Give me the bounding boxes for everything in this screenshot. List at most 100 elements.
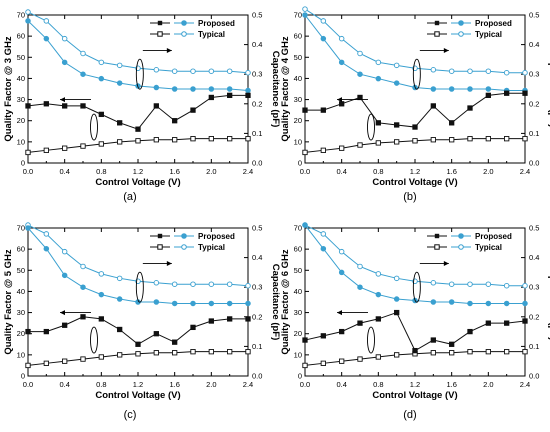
q-proposed-point bbox=[320, 333, 326, 339]
legend-c-typical-marker bbox=[458, 31, 464, 37]
q-typical-point bbox=[522, 136, 528, 142]
y-left-tick-label: 70 bbox=[294, 224, 302, 233]
x-tick-label: 2.4 bbox=[520, 167, 530, 176]
capacitance-proposed-point bbox=[98, 291, 105, 298]
legend-q-typical-marker bbox=[434, 244, 440, 250]
y-left-tick-label: 0 bbox=[21, 372, 25, 381]
x-tick-label: 1.6 bbox=[169, 380, 179, 389]
x-tick-label: 1.6 bbox=[169, 167, 179, 176]
y-right-tick-label: 0.4 bbox=[529, 40, 539, 49]
y-right-axis-label: Capacitance (pF) bbox=[547, 51, 550, 128]
capacitance-proposed-point bbox=[226, 300, 233, 307]
capacitance-proposed-point bbox=[116, 296, 123, 302]
capacitance-typical-point bbox=[245, 282, 251, 289]
q-typical-point bbox=[227, 136, 233, 142]
q-proposed-point bbox=[135, 126, 141, 132]
x-tick-label: 0.4 bbox=[59, 167, 69, 176]
legend-typical-label: Typical bbox=[198, 243, 225, 252]
y-left-tick-label: 50 bbox=[17, 53, 25, 62]
q-typical-point bbox=[485, 349, 491, 355]
capacitance-proposed-point bbox=[430, 86, 437, 92]
q-proposed-point bbox=[339, 101, 345, 107]
q-proposed-point bbox=[302, 107, 308, 113]
annotation-arrowhead-left bbox=[337, 310, 342, 316]
y-right-axis-label: Capacitance (pF) bbox=[270, 264, 281, 341]
x-tick-label: 2.4 bbox=[520, 380, 530, 389]
q-typical-point bbox=[302, 149, 308, 156]
annotation-arrowhead-right bbox=[166, 261, 172, 267]
q-typical-point bbox=[25, 362, 31, 369]
legend: Proposed Typical bbox=[150, 232, 235, 252]
y-left-tick-label: 60 bbox=[17, 245, 25, 254]
x-tick-label: 0.8 bbox=[96, 167, 106, 176]
y-left-tick-label: 20 bbox=[294, 329, 302, 338]
capacitance-typical-point bbox=[448, 68, 455, 74]
q-typical-point bbox=[375, 140, 381, 146]
annotation-arrowhead-left bbox=[60, 310, 65, 316]
capacitance-proposed-point bbox=[522, 300, 528, 307]
q-proposed-point bbox=[208, 318, 214, 324]
q-typical-point bbox=[98, 354, 104, 360]
q-typical-point bbox=[449, 137, 455, 143]
legend-typical-label: Typical bbox=[475, 30, 502, 39]
capacitance-proposed-point bbox=[190, 300, 196, 307]
q-proposed-point bbox=[485, 320, 491, 326]
legend-proposed-label: Proposed bbox=[475, 19, 512, 28]
y-right-tick-label: 0.4 bbox=[529, 253, 539, 262]
panel-caption: (a) bbox=[123, 191, 136, 203]
capacitance-typical-point bbox=[116, 275, 123, 282]
q-typical-point bbox=[320, 360, 326, 366]
q-typical-point bbox=[135, 138, 141, 144]
capacitance-typical-point bbox=[208, 68, 215, 74]
q-proposed-line bbox=[305, 92, 525, 128]
q-proposed-point bbox=[245, 316, 251, 322]
y-left-tick-label: 50 bbox=[294, 53, 302, 62]
capacitance-proposed-point bbox=[485, 86, 492, 92]
q-typical-point bbox=[153, 350, 159, 356]
capacitance-proposed-point bbox=[357, 71, 363, 77]
capacitance-proposed-point bbox=[208, 300, 215, 307]
capacitance-typical-point bbox=[503, 282, 510, 289]
y-left-tick-label: 60 bbox=[294, 32, 302, 41]
q-proposed-point bbox=[504, 320, 510, 326]
x-tick-label: 0.0 bbox=[23, 380, 33, 389]
q-proposed-point bbox=[117, 326, 123, 333]
q-proposed-point bbox=[412, 124, 418, 130]
capacitance-proposed-point bbox=[485, 300, 492, 307]
capacitance-typical-point bbox=[357, 263, 363, 270]
y-right-tick-label: 0.5 bbox=[252, 224, 262, 233]
q-typical-point bbox=[190, 136, 196, 142]
x-tick-label: 0.8 bbox=[373, 380, 383, 389]
y-right-tick-label: 0.3 bbox=[252, 70, 262, 79]
y-left-axis-label: Quality Factor @ 6 GHz bbox=[280, 249, 291, 355]
q-typical-point bbox=[394, 352, 400, 358]
q-typical-point bbox=[43, 360, 49, 366]
capacitance-typical-point bbox=[467, 281, 473, 287]
capacitance-typical-point bbox=[485, 281, 492, 287]
legend-q-proposed-marker bbox=[434, 233, 440, 239]
y-right-tick-label: 0.0 bbox=[529, 372, 539, 381]
q-typical-point bbox=[357, 142, 363, 148]
q-typical-point bbox=[430, 350, 436, 356]
y-left-tick-label: 30 bbox=[17, 95, 25, 104]
x-axis-label: Control Voltage (V) bbox=[95, 390, 180, 401]
y-right-tick-label: 0.3 bbox=[252, 283, 262, 292]
y-right-tick-label: 0.2 bbox=[529, 312, 539, 321]
q-typical-point bbox=[485, 136, 491, 142]
x-axis-label: Control Voltage (V) bbox=[372, 390, 457, 401]
y-left-tick-label: 30 bbox=[294, 95, 302, 104]
y-left-tick-label: 60 bbox=[294, 245, 302, 254]
q-proposed-point bbox=[227, 316, 233, 322]
annotation-arrowhead-right bbox=[166, 48, 172, 54]
q-proposed-point bbox=[153, 331, 159, 337]
annotation-ellipse-q bbox=[90, 326, 98, 354]
y-left-axis-label: Quality Factor @ 5 GHz bbox=[3, 249, 14, 355]
capacitance-typical-point bbox=[338, 35, 345, 42]
annotation-ellipse-q bbox=[367, 326, 375, 354]
capacitance-proposed-point bbox=[375, 291, 382, 298]
q-proposed-point bbox=[339, 328, 345, 335]
q-typical-point bbox=[62, 358, 68, 364]
capacitance-typical-point bbox=[43, 231, 50, 237]
q-proposed-line bbox=[27, 94, 248, 130]
q-typical-point bbox=[504, 349, 510, 355]
